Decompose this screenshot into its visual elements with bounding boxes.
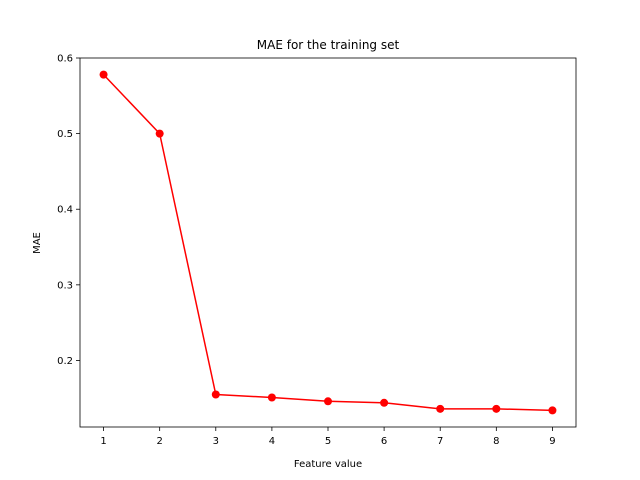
data-point: [436, 404, 445, 413]
data-point: [155, 129, 164, 138]
data-point: [267, 393, 276, 402]
x-tick-label: 4: [269, 436, 275, 447]
axes-frame: [79, 57, 577, 428]
x-tick-label: 7: [437, 436, 443, 447]
x-tick-label: 9: [549, 436, 555, 447]
chart-title: MAE for the training set: [257, 38, 400, 52]
x-tick-label: 2: [156, 436, 162, 447]
x-tick-label: 6: [381, 436, 387, 447]
y-tick-label: 0.3: [57, 280, 73, 291]
data-point: [380, 398, 389, 407]
y-tick-label: 0.2: [57, 356, 73, 367]
y-axis-label: MAE: [32, 232, 43, 254]
data-point: [324, 397, 332, 406]
y-tick-label: 0.5: [57, 129, 73, 140]
y-tick-label: 0.6: [57, 54, 73, 65]
plot-area: 1 2 3 4 5 6 7 8 9 0.2 0.3 0.4 0.5 0.6: [57, 54, 577, 447]
x-tick-label: 5: [325, 436, 331, 447]
x-tick-label: 3: [213, 436, 219, 447]
data-point: [492, 404, 501, 413]
data-point: [99, 70, 108, 79]
x-tick-label: 8: [493, 436, 499, 447]
x-tick-label: 1: [100, 436, 106, 447]
data-point: [211, 390, 220, 399]
y-tick-label: 0.4: [57, 205, 73, 216]
data-point: [548, 406, 557, 415]
x-axis-label: Feature value: [294, 459, 362, 470]
